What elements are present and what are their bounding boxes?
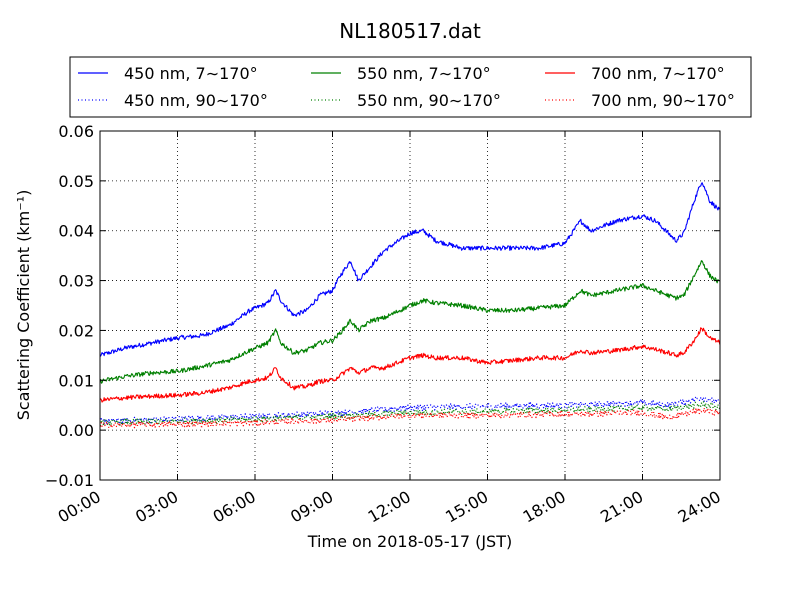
x-tick-label: 15:00: [442, 487, 491, 527]
y-tick-label: 0.03: [58, 272, 94, 291]
y-tick-label: 0.00: [58, 421, 94, 440]
legend-label-4: 700 nm, 7∼170°: [591, 64, 725, 83]
legend-label-2: 550 nm, 7∼170°: [357, 64, 491, 83]
x-tick-label: 21:00: [597, 487, 646, 527]
legend: 450 nm, 7∼170° 450 nm, 90∼170° 550 nm, 7∼1…: [69, 56, 752, 118]
y-tick-label: 0.06: [58, 122, 94, 141]
series-line-2: [99, 260, 721, 384]
y-tick-label: 0.04: [58, 222, 94, 241]
y-tick-label: −0.01: [45, 471, 94, 490]
y-tick-label: 0.01: [58, 371, 94, 390]
x-tick-label: 06:00: [210, 487, 259, 527]
legend-label-3: 550 nm, 90∼170°: [357, 91, 501, 110]
axis-ticks: 00:00 03:00 06:00 09:00 12:00 15:00 18:00 21:00…: [45, 122, 724, 527]
legend-label-1: 450 nm, 90∼170°: [124, 91, 268, 110]
series-line-3: [99, 401, 721, 427]
x-tick-label: 00:00: [55, 487, 104, 527]
grid: [100, 131, 720, 480]
y-tick-label: 0.02: [58, 321, 94, 340]
legend-label-5: 700 nm, 90∼170°: [591, 91, 735, 110]
y-axis-label: Scattering Coefficient (km⁻¹): [14, 190, 33, 421]
plot-area: [99, 182, 721, 429]
y-tick-label: 0.05: [58, 172, 94, 191]
chart-title: NL180517.dat: [339, 19, 481, 43]
x-tick-label: 18:00: [520, 487, 569, 527]
series-line-0: [99, 182, 721, 357]
x-tick-label: 09:00: [287, 487, 336, 527]
legend-label-0: 450 nm, 7∼170°: [124, 64, 258, 83]
series-line-4: [99, 327, 721, 403]
legend-box: [69, 56, 752, 118]
x-tick-label: 24:00: [675, 487, 724, 527]
x-tick-label: 12:00: [365, 487, 414, 527]
x-tick-label: 03:00: [132, 487, 181, 527]
x-axis-label: Time on 2018-05-17 (JST): [307, 532, 512, 551]
